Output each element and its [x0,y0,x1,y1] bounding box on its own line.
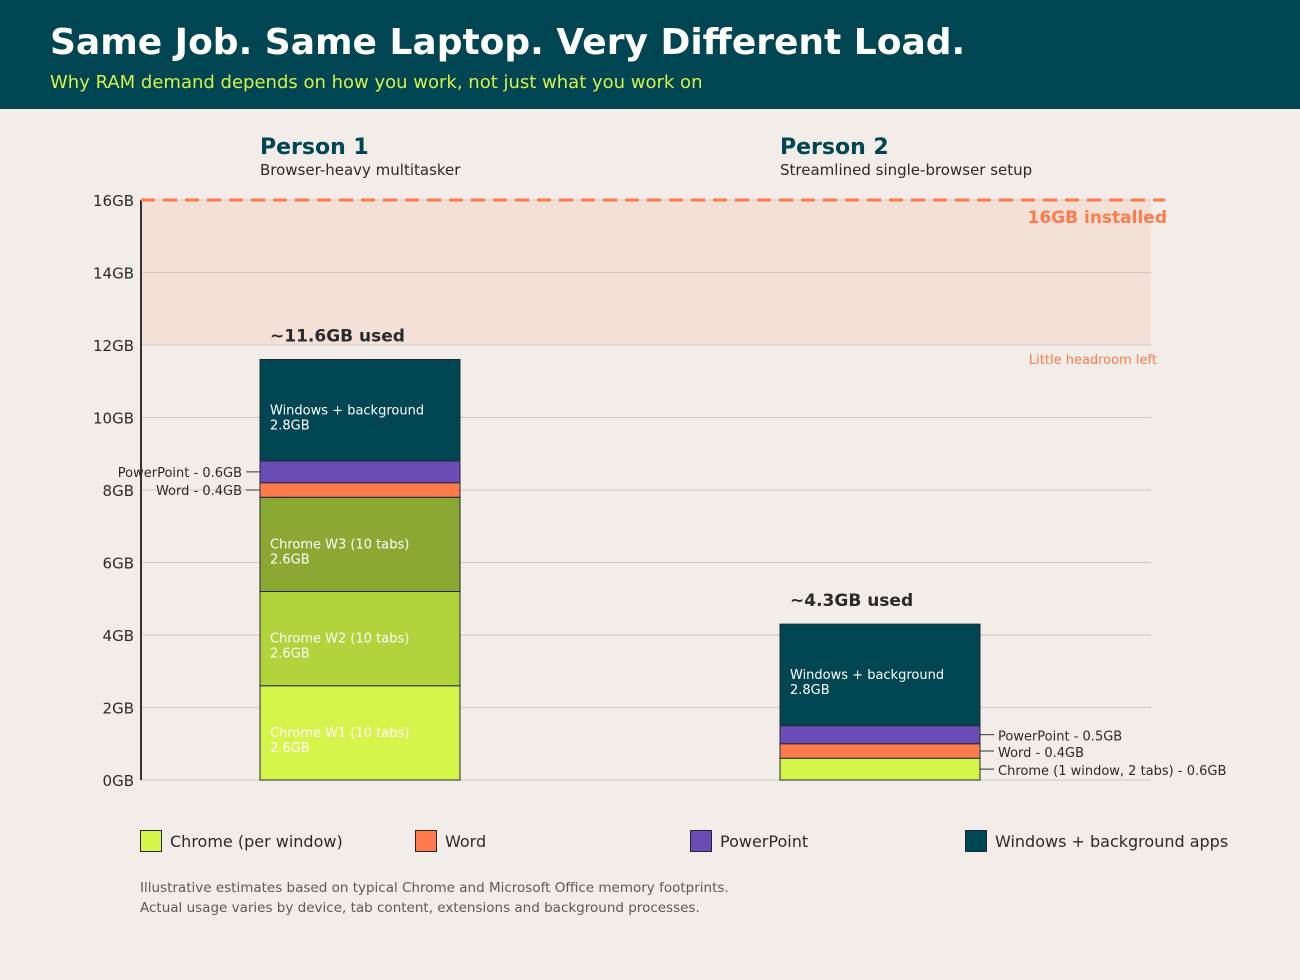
bar-segment-chrome [779,757,981,781]
person-description: Browser-heavy multitasker [260,161,461,179]
bar-segment-chrome [259,591,461,687]
page-subtitle: Why RAM demand depends on how you work, … [50,72,703,93]
y-tick-label: 10GB [93,410,134,428]
bar-segment-powerpoint [779,725,981,745]
footnote-line-1: Illustrative estimates based on typical … [140,880,729,896]
segment-callout: Word - 0.4GB [998,746,1084,761]
bar-segment-chrome [259,496,461,592]
y-tick-label: 4GB [103,627,134,645]
bar-segment-windows [259,359,461,462]
segment-callout: PowerPoint - 0.6GB [118,466,242,481]
legend-label-word: Word [445,832,487,851]
segment-label: Windows + background [790,668,944,683]
segment-callout: Word - 0.4GB [156,484,242,499]
segment-value-label: 2.6GB [270,552,310,567]
legend-swatch-word [415,830,437,852]
bar-segment-chrome [259,685,461,781]
legend-swatch-windows [965,830,987,852]
person-name: Person 2 [780,135,889,160]
segment-value-label: 2.6GB [270,741,310,756]
bar-total-label: ~11.6GB used [270,327,405,347]
segment-callout: Chrome (1 window, 2 tabs) - 0.6GB [998,764,1226,779]
segment-label: Chrome W2 (10 tabs) [270,632,409,647]
header-banner: Same Job. Same Laptop. Very Different Lo… [0,0,1300,109]
bar-total-label: ~4.3GB used [790,591,913,611]
y-tick-label: 8GB [103,482,134,500]
bar-segment-word [259,482,461,498]
bar-segment-word [779,743,981,759]
page-title: Same Job. Same Laptop. Very Different Lo… [50,22,966,63]
segment-label: Chrome W1 (10 tabs) [270,726,409,741]
legend-label-windows: Windows + background apps [995,832,1229,851]
y-tick-label: 2GB [103,700,134,718]
legend-swatch-chrome [140,830,162,852]
y-tick-label: 14GB [93,265,134,283]
y-tick-label: 0GB [103,772,134,790]
bar-segment-windows [779,623,981,727]
legend-swatch-powerpoint [690,830,712,852]
segment-label: Chrome W3 (10 tabs) [270,537,409,552]
segment-value-label: 2.8GB [270,418,310,433]
y-tick-label: 6GB [103,555,134,573]
footnote-line-2: Actual usage varies by device, tab conte… [140,900,700,916]
capacity-label: 16GB installed [1028,208,1168,228]
headroom-label: Little headroom left [1029,353,1157,368]
bar-segment-powerpoint [259,460,461,484]
legend-label-powerpoint: PowerPoint [720,832,809,851]
segment-value-label: 2.8GB [790,683,830,698]
person-name: Person 1 [260,135,369,160]
person-description: Streamlined single-browser setup [780,161,1032,179]
segment-callout: PowerPoint - 0.5GB [998,730,1122,745]
y-tick-label: 12GB [93,337,134,355]
y-tick-label: 16GB [93,192,134,210]
segment-value-label: 2.6GB [270,647,310,662]
segment-label: Windows + background [270,403,424,418]
legend-label-chrome: Chrome (per window) [170,832,343,851]
